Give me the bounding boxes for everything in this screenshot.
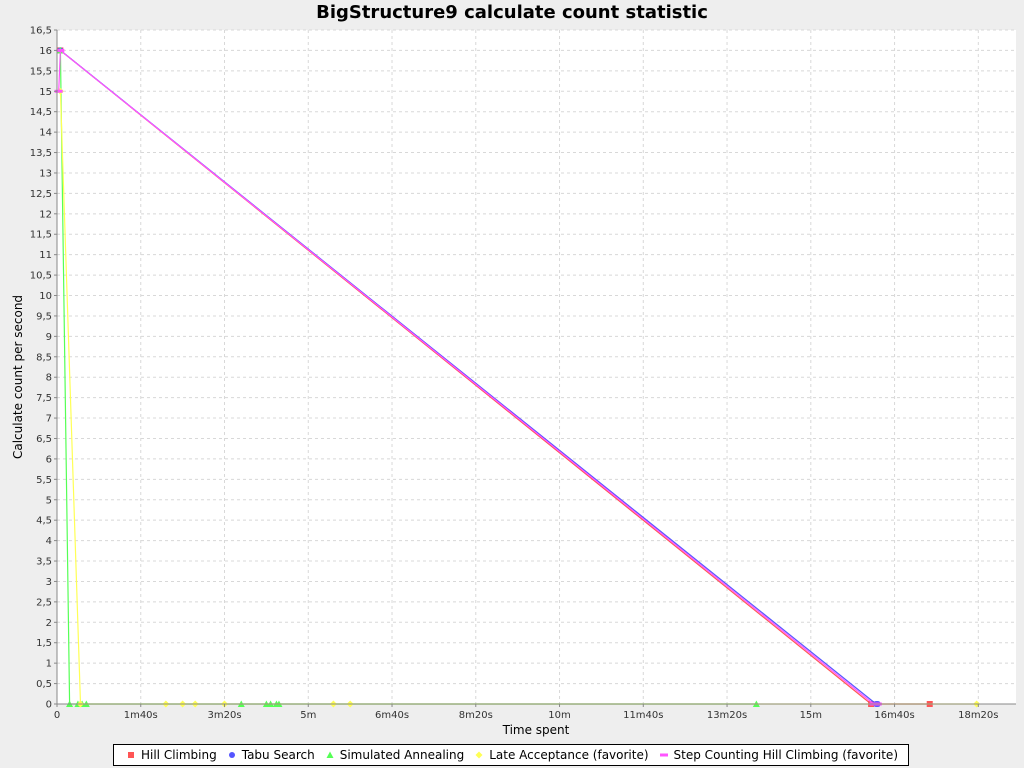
legend: Hill Climbing Tabu Search Simulated Anneal…: [113, 744, 909, 766]
y-tick-label: 5,5: [36, 475, 52, 486]
x-tick-label: 13m20s: [707, 710, 747, 721]
legend-label: Tabu Search: [241, 748, 315, 762]
series-point: [54, 89, 63, 93]
x-tick-label: 15m: [800, 710, 822, 721]
legend-marker: [326, 751, 334, 758]
legend-marker: [228, 752, 235, 758]
y-tick-label: 12: [39, 209, 52, 220]
x-tick-label: 6m40s: [375, 710, 409, 721]
legend-label: Step Counting Hill Climbing (favorite): [673, 748, 898, 762]
y-tick-label: 11: [39, 250, 52, 261]
y-tick-label: 8: [46, 373, 52, 384]
y-tick-label: 10: [39, 291, 52, 302]
legend-label: Simulated Annealing: [339, 748, 465, 762]
axes: [54, 29, 1016, 707]
y-tick-label: 9: [46, 332, 52, 343]
legend-marker: [127, 752, 134, 758]
legend-label: Late Acceptance (favorite): [489, 748, 649, 762]
y-tick-label: 8,5: [36, 352, 52, 363]
y-tick-label: 4: [46, 536, 52, 547]
y-tick-label: 15,5: [30, 66, 52, 77]
legend-marker: [475, 751, 483, 759]
y-tick-label: 7: [46, 414, 52, 425]
y-tick-label: 11,5: [30, 230, 52, 241]
x-tick-label: 5m: [300, 710, 316, 721]
legend-swatch: [657, 750, 671, 760]
tick-labels: 00,511,522,533,544,555,566,577,588,599,5…: [30, 26, 999, 722]
plot-area: [57, 30, 1016, 704]
y-tick-label: 16,5: [30, 26, 52, 37]
legend-marker: [659, 753, 668, 757]
y-tick-label: 16: [39, 46, 52, 57]
y-tick-label: 4,5: [36, 516, 52, 527]
chart-title: BigStructure9 calculate count statistic: [316, 2, 708, 23]
x-tick-label: 0: [54, 710, 60, 721]
y-tick-label: 3: [46, 577, 52, 588]
x-tick-label: 3m20s: [207, 710, 241, 721]
y-tick-label: 6: [46, 454, 52, 465]
x-tick-label: 18m20s: [958, 710, 998, 721]
x-tick-label: 1m40s: [124, 710, 158, 721]
legend-swatch: [472, 750, 486, 760]
x-tick-label: 11m40s: [623, 710, 663, 721]
y-tick-label: 12,5: [30, 189, 52, 200]
y-tick-label: 13: [39, 168, 52, 179]
y-tick-label: 9,5: [36, 311, 52, 322]
y-tick-label: 1: [46, 659, 52, 670]
x-axis-label: Time spent: [502, 723, 570, 737]
legend-item: Late Acceptance (favorite): [470, 748, 650, 762]
y-tick-label: 10,5: [30, 271, 52, 282]
y-tick-label: 2: [46, 618, 52, 629]
y-tick-label: 0: [46, 700, 52, 711]
y-tick-label: 14: [39, 128, 52, 139]
y-tick-label: 5: [46, 495, 52, 506]
y-tick-label: 7,5: [36, 393, 52, 404]
y-tick-label: 14,5: [30, 107, 52, 118]
legend-swatch: [225, 750, 239, 760]
x-tick-label: 10m: [548, 710, 570, 721]
legend-label: Hill Climbing: [140, 748, 217, 762]
y-tick-label: 13,5: [30, 148, 52, 159]
legend-item: Step Counting Hill Climbing (favorite): [655, 748, 900, 762]
x-tick-label: 16m40s: [874, 710, 914, 721]
y-tick-label: 15: [39, 87, 52, 98]
grid: [56, 29, 1016, 705]
legend-item: Tabu Search: [223, 748, 317, 762]
x-tick-label: 8m20s: [459, 710, 493, 721]
y-tick-label: 0,5: [36, 679, 52, 690]
y-axis-label: Calculate count per second: [11, 295, 25, 459]
y-tick-label: 1,5: [36, 638, 52, 649]
y-tick-label: 6,5: [36, 434, 52, 445]
y-tick-label: 2,5: [36, 597, 52, 608]
legend-swatch: [323, 750, 337, 760]
legend-item: Simulated Annealing: [321, 748, 467, 762]
series-point: [56, 48, 65, 52]
y-tick-label: 3,5: [36, 557, 52, 568]
chart-canvas: 00,511,522,533,544,555,566,577,588,599,5…: [11, 26, 1016, 737]
legend-item: Hill Climbing: [122, 748, 219, 762]
legend-swatch: [124, 750, 138, 760]
